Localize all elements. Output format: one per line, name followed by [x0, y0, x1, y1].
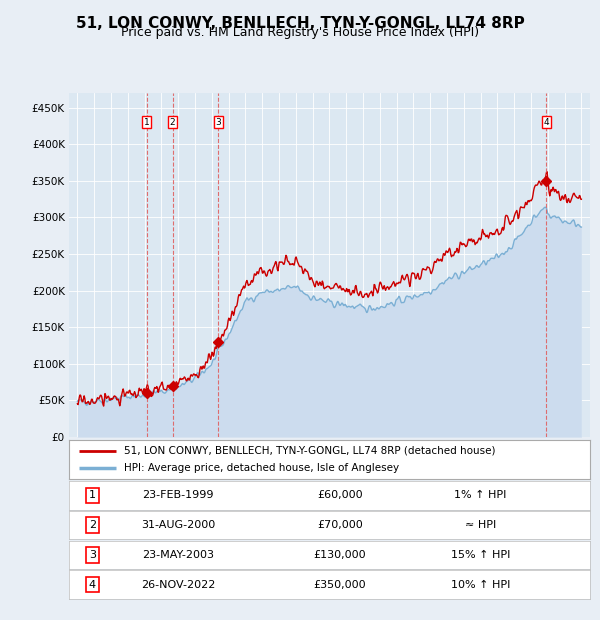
Text: £350,000: £350,000: [314, 580, 366, 590]
Text: 23-MAY-2003: 23-MAY-2003: [142, 550, 214, 560]
Text: 3: 3: [89, 550, 96, 560]
Text: 4: 4: [89, 580, 96, 590]
Text: Price paid vs. HM Land Registry's House Price Index (HPI): Price paid vs. HM Land Registry's House …: [121, 26, 479, 39]
Text: 51, LON CONWY, BENLLECH, TYN-Y-GONGL, LL74 8RP: 51, LON CONWY, BENLLECH, TYN-Y-GONGL, LL…: [76, 16, 524, 30]
Text: £70,000: £70,000: [317, 520, 362, 530]
Text: 15% ↑ HPI: 15% ↑ HPI: [451, 550, 510, 560]
Text: 23-FEB-1999: 23-FEB-1999: [143, 490, 214, 500]
Text: 1: 1: [89, 490, 96, 500]
Text: ≈ HPI: ≈ HPI: [465, 520, 496, 530]
Text: 2: 2: [170, 118, 175, 126]
Text: £130,000: £130,000: [314, 550, 366, 560]
Text: 10% ↑ HPI: 10% ↑ HPI: [451, 580, 510, 590]
Text: 4: 4: [544, 118, 549, 126]
Text: 31-AUG-2000: 31-AUG-2000: [141, 520, 215, 530]
Text: £60,000: £60,000: [317, 490, 362, 500]
Text: 2: 2: [89, 520, 96, 530]
Text: 51, LON CONWY, BENLLECH, TYN-Y-GONGL, LL74 8RP (detached house): 51, LON CONWY, BENLLECH, TYN-Y-GONGL, LL…: [124, 446, 495, 456]
Text: HPI: Average price, detached house, Isle of Anglesey: HPI: Average price, detached house, Isle…: [124, 463, 399, 473]
Text: 1% ↑ HPI: 1% ↑ HPI: [454, 490, 506, 500]
Text: 3: 3: [215, 118, 221, 126]
Text: 1: 1: [144, 118, 150, 126]
Text: 26-NOV-2022: 26-NOV-2022: [141, 580, 215, 590]
